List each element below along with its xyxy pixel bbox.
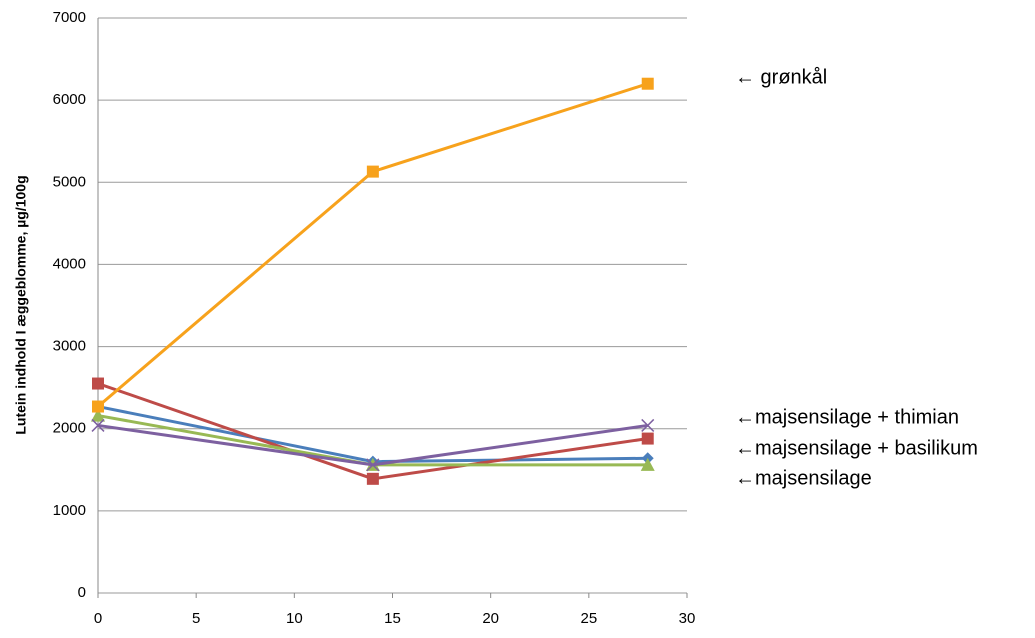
annotation: ←majsensilage + thimian [735, 406, 959, 428]
y-tick-label: 2000 [53, 420, 86, 437]
x-tick-label: 25 [580, 610, 597, 627]
annotation: ← grønkål [735, 66, 827, 88]
annotation: ←majsensilage [735, 467, 872, 489]
marker [92, 400, 104, 413]
x-tick-label: 30 [679, 610, 696, 627]
marker [91, 408, 105, 422]
marker [640, 457, 655, 471]
y-tick-label: 5000 [53, 173, 86, 190]
series-line [97, 82, 649, 408]
marker [366, 472, 379, 485]
series-line [97, 405, 648, 464]
y-tick-label: 6000 [53, 91, 86, 108]
annotation: ←majsensilage + basilikum [735, 437, 978, 459]
y-axis-label: Lutein indhold I æggeblomme, µg/100g [13, 175, 29, 434]
y-tick-label: 0 [78, 584, 86, 601]
marker [641, 77, 654, 90]
y-tick-label: 4000 [53, 255, 86, 272]
marker [92, 377, 104, 390]
marker [366, 458, 380, 472]
x-tick-label: 10 [286, 610, 303, 627]
marker [366, 165, 379, 178]
x-tick-label: 0 [94, 610, 102, 627]
x-tick-label: 20 [482, 610, 499, 627]
marker [641, 432, 654, 445]
y-tick-label: 1000 [53, 502, 86, 519]
y-tick-label: 7000 [53, 9, 86, 26]
x-tick-label: 5 [192, 610, 200, 627]
marker [641, 418, 655, 432]
x-tick-label: 15 [384, 610, 401, 627]
y-tick-label: 3000 [53, 338, 86, 355]
marker [91, 418, 105, 432]
